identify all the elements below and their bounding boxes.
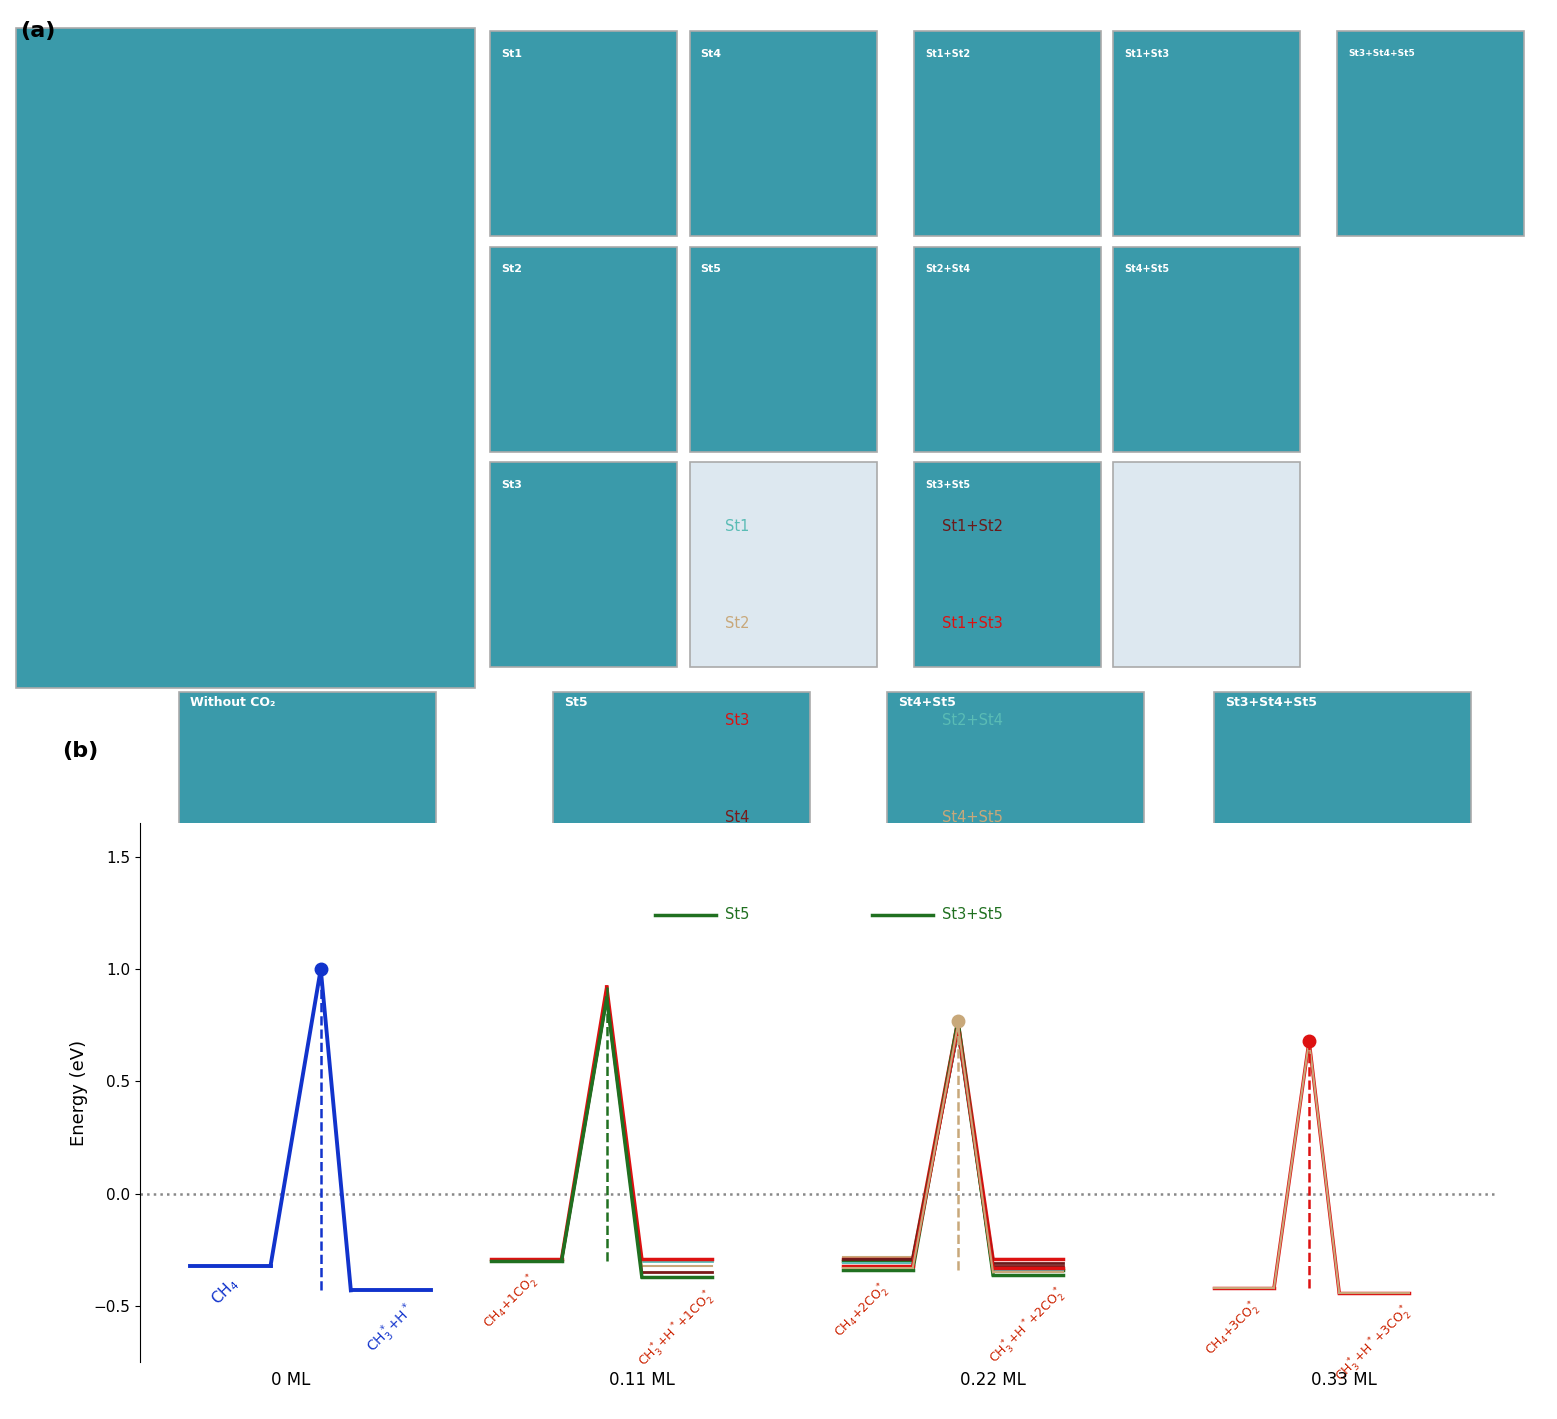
FancyBboxPatch shape bbox=[1113, 463, 1300, 667]
Text: St2: St2 bbox=[501, 264, 522, 274]
Text: St5: St5 bbox=[564, 695, 587, 710]
Text: CH$_3^*$+H$^*$: CH$_3^*$+H$^*$ bbox=[361, 1300, 420, 1358]
Text: CH$_4$+3CO$_2^*$: CH$_4$+3CO$_2^*$ bbox=[1202, 1298, 1266, 1361]
FancyBboxPatch shape bbox=[553, 692, 810, 824]
Text: St5: St5 bbox=[701, 264, 721, 274]
FancyBboxPatch shape bbox=[690, 31, 877, 237]
Text: St4+St5: St4+St5 bbox=[1124, 264, 1169, 274]
Text: St3+St4+St5: St3+St4+St5 bbox=[1348, 48, 1415, 58]
Text: CH$_3^*$+H$^*$+3CO$_2^*$: CH$_3^*$+H$^*$+3CO$_2^*$ bbox=[1333, 1303, 1417, 1388]
FancyBboxPatch shape bbox=[1113, 247, 1300, 451]
FancyBboxPatch shape bbox=[914, 463, 1101, 667]
Text: St2+St4: St2+St4 bbox=[942, 714, 1003, 728]
FancyBboxPatch shape bbox=[490, 247, 677, 451]
Text: (b): (b) bbox=[62, 741, 98, 762]
FancyBboxPatch shape bbox=[690, 247, 877, 451]
Text: St3: St3 bbox=[726, 714, 749, 728]
Text: 0 ML: 0 ML bbox=[271, 1371, 310, 1389]
Text: St2+St4: St2+St4 bbox=[925, 264, 970, 274]
Text: St1: St1 bbox=[726, 519, 749, 534]
FancyBboxPatch shape bbox=[179, 692, 436, 824]
Text: 0.33 ML: 0.33 ML bbox=[1353, 0, 1434, 3]
FancyBboxPatch shape bbox=[1214, 692, 1471, 824]
Text: 0.11 ML: 0.11 ML bbox=[609, 1371, 674, 1389]
Text: CH$_3^*$+H$^*$+2CO$_2^*$: CH$_3^*$+H$^*$+2CO$_2^*$ bbox=[986, 1284, 1070, 1369]
Text: (a): (a) bbox=[20, 21, 56, 41]
Text: 0.22 ML: 0.22 ML bbox=[961, 1371, 1026, 1389]
Text: St2: St2 bbox=[726, 616, 750, 631]
Text: St1+St2: St1+St2 bbox=[925, 48, 970, 58]
Text: 0.33 ML: 0.33 ML bbox=[1311, 1371, 1376, 1389]
FancyBboxPatch shape bbox=[490, 463, 677, 667]
Text: St4: St4 bbox=[701, 48, 722, 58]
Y-axis label: Energy (eV): Energy (eV) bbox=[70, 1040, 89, 1145]
Text: St5: St5 bbox=[726, 907, 749, 922]
Text: St3+St4+St5: St3+St4+St5 bbox=[1225, 695, 1317, 710]
FancyBboxPatch shape bbox=[1337, 31, 1524, 237]
FancyBboxPatch shape bbox=[1113, 31, 1300, 237]
Text: St4+St5: St4+St5 bbox=[898, 695, 956, 710]
FancyBboxPatch shape bbox=[690, 463, 877, 667]
FancyBboxPatch shape bbox=[914, 247, 1101, 451]
Text: CH$_4$: CH$_4$ bbox=[209, 1274, 243, 1310]
Text: CH$_4$+2CO$_2^*$: CH$_4$+2CO$_2^*$ bbox=[831, 1280, 894, 1344]
Text: CH$_4$+1CO$_2^*$: CH$_4$+1CO$_2^*$ bbox=[480, 1271, 543, 1334]
Text: CH$_3^*$+H$^*$+1CO$_2^*$: CH$_3^*$+H$^*$+1CO$_2^*$ bbox=[635, 1287, 719, 1372]
Text: St3+St5: St3+St5 bbox=[942, 907, 1003, 922]
Text: St4: St4 bbox=[726, 810, 749, 824]
Text: St1: St1 bbox=[501, 48, 522, 58]
Text: St1+St3: St1+St3 bbox=[1124, 48, 1169, 58]
FancyBboxPatch shape bbox=[887, 692, 1144, 824]
Text: 0.11 ML: 0.11 ML bbox=[575, 0, 655, 3]
Text: 0.22 ML: 0.22 ML bbox=[972, 0, 1053, 3]
Text: St4+St5: St4+St5 bbox=[942, 810, 1003, 824]
FancyBboxPatch shape bbox=[490, 31, 677, 237]
Text: St1+St2: St1+St2 bbox=[942, 519, 1003, 534]
Text: St3: St3 bbox=[501, 480, 522, 490]
Text: Without CO₂: Without CO₂ bbox=[190, 695, 276, 710]
Text: St3+St5: St3+St5 bbox=[925, 480, 970, 490]
Text: St1+St3: St1+St3 bbox=[942, 616, 1003, 631]
FancyBboxPatch shape bbox=[16, 28, 475, 688]
FancyBboxPatch shape bbox=[914, 31, 1101, 237]
